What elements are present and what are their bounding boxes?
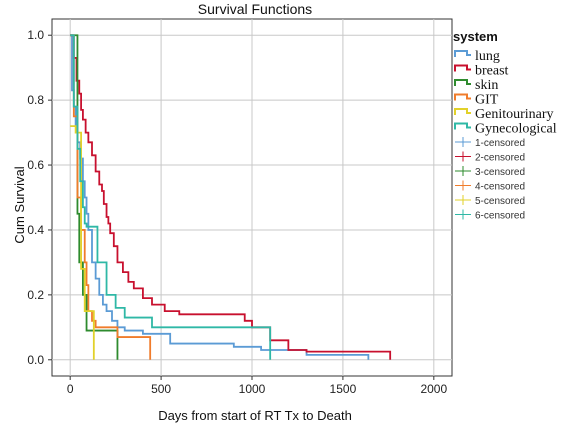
legend-swatch-skin [454, 79, 471, 86]
x-axis-ticks: 0 500 1000 1500 2000 [67, 376, 447, 396]
legend-swatch-breast [454, 64, 471, 72]
legend-swatch-git [454, 93, 471, 101]
y-tick-label: 0.0 [27, 353, 44, 367]
x-tick-label: 1000 [239, 382, 266, 396]
legend-swatch-genitourinary [454, 108, 471, 115]
y-axis-ticks: 0.0 0.2 0.4 0.6 0.8 1.0 [27, 28, 52, 367]
chart-title: Survival Functions [198, 1, 312, 17]
legend-censor-label: 1-censored [475, 138, 525, 149]
x-tick-label: 500 [151, 382, 171, 396]
plot-area [51, 18, 453, 377]
x-tick-label: 2000 [420, 382, 447, 396]
series-line-git [70, 34, 152, 360]
legend-censor-label: 3-censored [475, 167, 525, 178]
legend-swatch-gynecological [454, 122, 471, 130]
y-tick-label: 0.8 [27, 93, 44, 107]
legend-censor-label: 5-censored [475, 196, 525, 207]
legend-swatch-lung [454, 50, 471, 57]
legend-label-breast: breast [475, 64, 509, 79]
y-tick-label: 0.6 [27, 158, 44, 172]
x-tick-label: 1500 [330, 382, 357, 396]
legend-label-gynecological: Gynecological [475, 122, 557, 137]
x-axis-label: Days from start of RT Tx to Death [158, 408, 352, 423]
series-line-genitourinary [70, 125, 95, 360]
series-line-gynecological [70, 34, 272, 360]
legend-censor-label: 2-censored [475, 153, 525, 164]
y-tick-label: 1.0 [27, 28, 44, 42]
legend-label-skin: skin [475, 78, 498, 93]
legend-censor-label: 6-censored [475, 211, 525, 222]
y-axis-label: Cum Survival [12, 166, 27, 243]
x-tick-label: 0 [67, 382, 74, 396]
legend-label-lung: lung [475, 49, 500, 64]
y-tick-label: 0.4 [27, 223, 44, 237]
legend-label-git: GIT [475, 93, 499, 108]
legend-label-genitourinary: Genitourinary [475, 107, 554, 122]
series-line-breast [70, 34, 392, 360]
y-tick-label: 0.2 [27, 288, 44, 302]
legend-censor-label: 4-censored [475, 182, 525, 193]
legend: system lungbreastskinGITGenitourinaryGyn… [453, 29, 557, 222]
legend-title: system [453, 29, 498, 44]
